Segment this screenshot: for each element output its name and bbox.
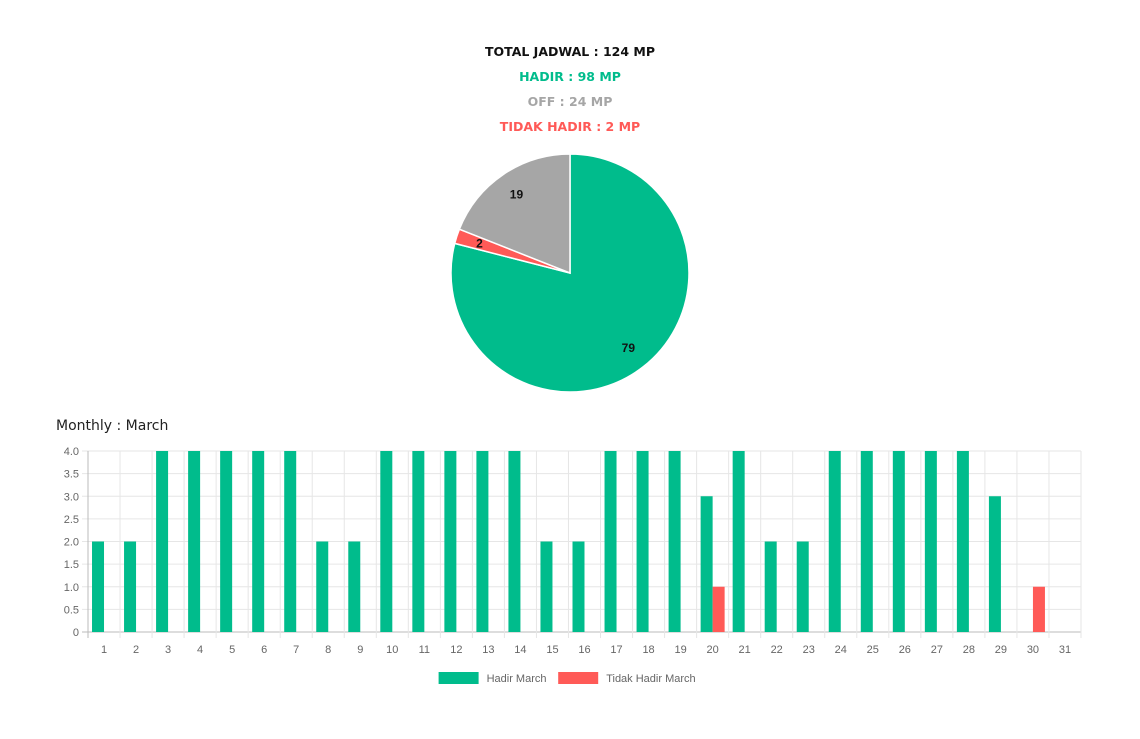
pie-slice-label-2: 19: [510, 187, 524, 201]
legend-label-1[interactable]: Tidak Hadir March: [606, 673, 695, 685]
bar-hadir-8[interactable]: [316, 541, 329, 633]
bar-hadir-22[interactable]: [764, 541, 777, 633]
bar-tidak-hadir-20[interactable]: [712, 586, 725, 632]
bar-hadir-12[interactable]: [444, 451, 457, 632]
bar-hadir-24[interactable]: [828, 451, 841, 632]
y-tick-label: 2.0: [64, 537, 79, 549]
bar-hadir-14[interactable]: [508, 451, 521, 632]
bar-hadir-27[interactable]: [924, 451, 937, 632]
legend-swatch-0[interactable]: [438, 672, 479, 684]
bar-hadir-20[interactable]: [700, 496, 713, 632]
x-tick-label: 19: [674, 644, 686, 656]
x-tick-label: 17: [610, 644, 622, 656]
bar-hadir-13[interactable]: [476, 451, 489, 632]
bar-hadir-18[interactable]: [636, 451, 649, 632]
x-tick-label: 8: [325, 644, 331, 656]
x-tick-label: 28: [963, 644, 975, 656]
x-tick-label: 3: [165, 644, 171, 656]
bar-hadir-4[interactable]: [188, 451, 201, 632]
legend-label-0[interactable]: Hadir March: [487, 673, 547, 685]
x-tick-label: 22: [771, 644, 783, 656]
bar-hadir-1[interactable]: [92, 541, 105, 633]
bar-hadir-16[interactable]: [572, 541, 585, 633]
x-tick-label: 12: [450, 644, 462, 656]
bar-hadir-7[interactable]: [284, 451, 297, 632]
x-tick-label: 5: [229, 644, 235, 656]
pie-slice-2[interactable]: [458, 153, 571, 275]
bar-hadir-17[interactable]: [604, 451, 617, 632]
bar-hadir-26[interactable]: [892, 451, 905, 632]
x-tick-label: 24: [835, 644, 847, 656]
y-tick-label: 2.5: [64, 514, 79, 526]
y-tick-label: 0.5: [64, 604, 79, 616]
x-tick-label: 29: [995, 644, 1007, 656]
x-tick-label: 4: [197, 644, 203, 656]
y-tick-label: 1.5: [64, 559, 79, 571]
bar-hadir-21[interactable]: [732, 451, 745, 632]
x-tick-label: 11: [419, 644, 430, 656]
legend-swatch-1[interactable]: [558, 672, 599, 684]
bar-hadir-6[interactable]: [252, 451, 265, 632]
y-tick-label: 3.5: [64, 469, 79, 481]
attendance-pie-chart: 79 2 19: [450, 153, 690, 393]
pie-slice-label-1: 2: [476, 237, 483, 251]
y-tick-label: 3.0: [64, 491, 79, 503]
monthly-chart-title: Monthly : March: [56, 418, 169, 434]
bar-hadir-9[interactable]: [348, 541, 361, 633]
x-tick-label: 31: [1059, 644, 1071, 656]
x-tick-label: 15: [546, 644, 558, 656]
bar-hadir-25[interactable]: [860, 451, 873, 632]
x-tick-label: 25: [867, 644, 879, 656]
hadir-label: HADIR : 98 MP: [519, 69, 621, 84]
y-tick-label: 0: [73, 627, 79, 639]
x-tick-label: 21: [739, 644, 751, 656]
y-tick-label: 1.0: [64, 582, 79, 594]
x-tick-label: 26: [899, 644, 911, 656]
bar-hadir-15[interactable]: [540, 541, 553, 633]
x-tick-label: 20: [707, 644, 719, 656]
pie-slice-label-0: 79: [622, 341, 636, 355]
x-tick-label: 6: [261, 644, 267, 656]
bar-tidak-hadir-30[interactable]: [1032, 586, 1045, 632]
x-tick-label: 16: [578, 644, 590, 656]
bar-hadir-10[interactable]: [380, 451, 393, 632]
y-tick-label: 4.0: [64, 446, 79, 458]
x-tick-label: 27: [931, 644, 943, 656]
x-tick-label: 30: [1027, 644, 1039, 656]
off-label: OFF : 24 MP: [527, 94, 613, 109]
x-tick-label: 13: [482, 644, 494, 656]
bar-hadir-23[interactable]: [796, 541, 809, 633]
bar-hadir-2[interactable]: [124, 541, 137, 633]
x-tick-label: 10: [386, 644, 398, 656]
x-tick-label: 14: [514, 644, 526, 656]
total-jadwal-label: TOTAL JADWAL : 124 MP: [484, 44, 655, 59]
bar-hadir-5[interactable]: [220, 451, 233, 632]
x-tick-label: 2: [133, 644, 139, 656]
x-tick-label: 9: [357, 644, 363, 656]
bar-hadir-11[interactable]: [412, 451, 425, 632]
bar-hadir-3[interactable]: [156, 451, 169, 632]
x-tick-label: 23: [803, 644, 815, 656]
bar-hadir-28[interactable]: [956, 451, 969, 632]
x-tick-label: 18: [642, 644, 654, 656]
x-tick-label: 7: [293, 644, 299, 656]
bar-hadir-29[interactable]: [988, 496, 1001, 632]
tidak-hadir-label: TIDAK HADIR : 2 MP: [499, 119, 641, 134]
bar-hadir-19[interactable]: [668, 451, 681, 632]
x-tick-label: 1: [101, 644, 107, 656]
